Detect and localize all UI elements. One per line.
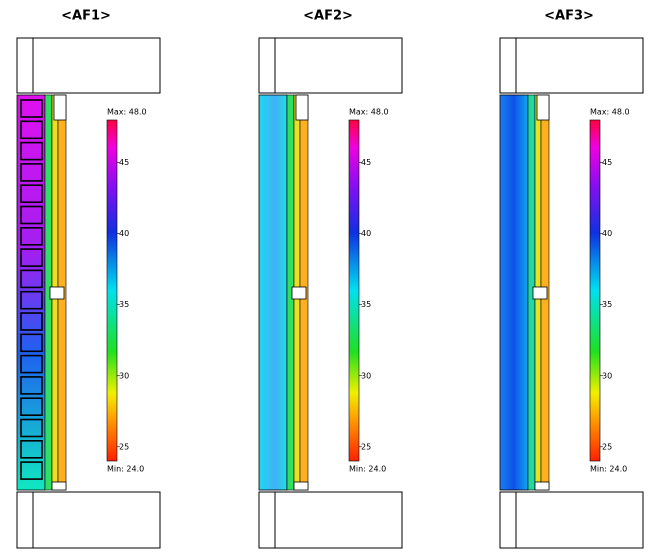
panel-title: <AF2> <box>303 9 353 24</box>
panel: <AF1> Max: 48.0 Min: 24.0 45 40 35 30 25 <box>17 9 160 549</box>
panel-title: <AF1> <box>61 9 111 24</box>
colorbar-max-label: Max: 48.0 <box>590 108 630 117</box>
frame-box <box>500 492 643 548</box>
colorbar-tick-label: 40 <box>602 229 612 238</box>
wall-joint <box>294 482 308 490</box>
frame-box <box>500 38 643 93</box>
frame-box <box>259 492 402 548</box>
panel: <AF2> Max: 48.0 Min: 24.0 45 40 35 30 25 <box>259 9 402 549</box>
colorbar-min-label: Min: 24.0 <box>107 465 144 474</box>
colorbar-tick-label: 45 <box>119 158 129 167</box>
wall-joint <box>533 287 547 299</box>
colorbar <box>349 120 359 461</box>
colorbar-tick-label: 25 <box>119 442 129 451</box>
colorbar-tick-label: 30 <box>119 371 129 380</box>
colorbar-tick-label: 30 <box>602 371 612 380</box>
wall-cap <box>537 95 549 120</box>
colorbar <box>107 120 117 461</box>
colorbar <box>590 120 600 461</box>
frame-box <box>17 492 160 548</box>
colorbar-tick-label: 30 <box>361 371 371 380</box>
wall-joint <box>52 482 66 490</box>
colorbar-tick-label: 35 <box>602 300 612 309</box>
colorbar-tick-label: 45 <box>361 158 371 167</box>
wall-cap <box>296 95 308 120</box>
wall-interior <box>259 95 287 490</box>
colorbar-max-label: Max: 48.0 <box>107 108 147 117</box>
colorbar-tick-label: 25 <box>602 442 612 451</box>
panel: <AF3> Max: 48.0 Min: 24.0 45 40 35 30 25 <box>500 9 643 549</box>
colorbar-tick-label: 40 <box>119 229 129 238</box>
panel-title: <AF3> <box>544 9 594 24</box>
frame-box <box>259 38 402 93</box>
colorbar-max-label: Max: 48.0 <box>349 108 389 117</box>
wall-joint <box>535 482 549 490</box>
wall-interior <box>500 95 528 490</box>
colorbar-tick-label: 45 <box>602 158 612 167</box>
colorbar-tick-label: 35 <box>119 300 129 309</box>
colorbar-min-label: Min: 24.0 <box>349 465 386 474</box>
wall-joint <box>292 287 306 299</box>
wall-cap <box>54 95 66 120</box>
frame-box <box>17 38 160 93</box>
colorbar-min-label: Min: 24.0 <box>590 465 627 474</box>
figure: <AF1> Max: 48.0 Min: 24.0 45 40 35 30 25 <AF2> Ma… <box>0 0 652 552</box>
colorbar-tick-label: 25 <box>361 442 371 451</box>
colorbar-tick-label: 40 <box>361 229 371 238</box>
colorbar-tick-label: 35 <box>361 300 371 309</box>
wall-joint <box>50 287 64 299</box>
